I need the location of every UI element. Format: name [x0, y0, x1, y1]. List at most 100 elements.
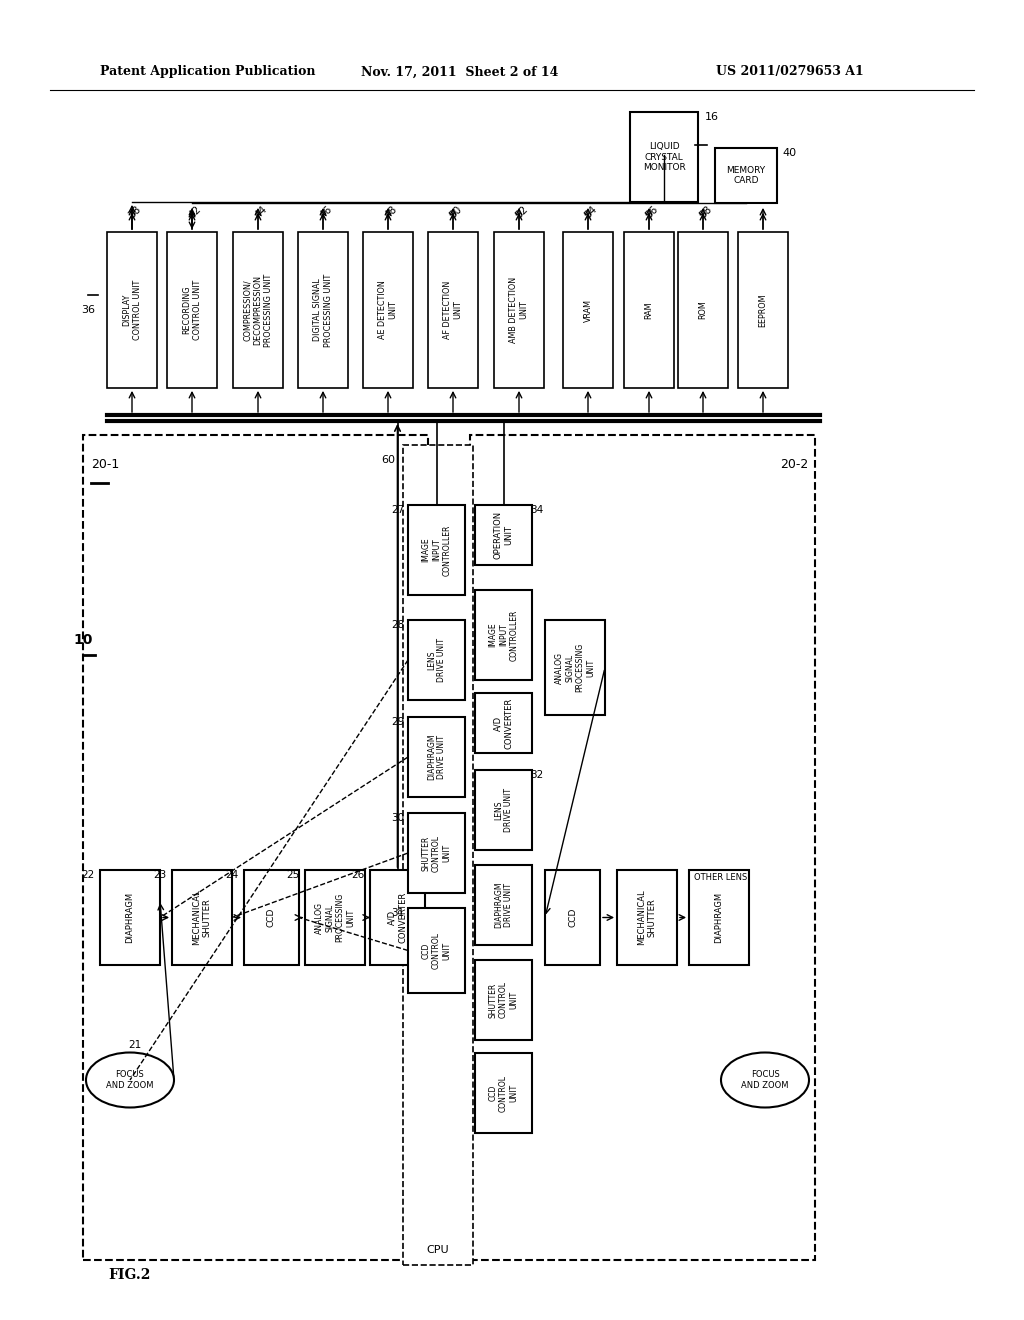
Text: RAM: RAM: [644, 301, 653, 318]
Bar: [233, 232, 283, 388]
Text: AMB DETECTION
UNIT: AMB DETECTION UNIT: [509, 277, 528, 343]
Text: 36: 36: [81, 305, 95, 315]
Text: 25: 25: [287, 870, 300, 880]
Text: 44: 44: [253, 203, 269, 220]
Text: 46: 46: [317, 203, 334, 220]
Bar: [475, 693, 532, 752]
Text: 22: 22: [81, 870, 94, 880]
Text: ANALOG
SIGNAL
PROCESSING
UNIT: ANALOG SIGNAL PROCESSING UNIT: [315, 892, 355, 942]
Text: SHUTTER
CONTROL
UNIT: SHUTTER CONTROL UNIT: [422, 834, 452, 871]
Text: CCD: CCD: [568, 908, 577, 927]
Bar: [738, 232, 788, 388]
Text: 60: 60: [381, 455, 395, 465]
Text: DIGITAL SIGNAL
PROCESSING UNIT: DIGITAL SIGNAL PROCESSING UNIT: [313, 273, 333, 347]
Bar: [470, 436, 815, 1261]
Text: DISPLAY
CONTROL UNIT: DISPLAY CONTROL UNIT: [122, 280, 141, 341]
Text: DIAPHRAGM
DRIVE UNIT: DIAPHRAGM DRIVE UNIT: [427, 734, 446, 780]
Text: 20-2: 20-2: [780, 458, 808, 471]
Text: 10: 10: [74, 634, 93, 647]
Bar: [244, 870, 299, 965]
Bar: [106, 232, 157, 388]
Text: 21: 21: [128, 1040, 141, 1049]
Text: 31: 31: [391, 908, 404, 917]
Text: 28: 28: [391, 620, 404, 630]
Text: IMAGE
INPUT
CONTROLLER: IMAGE INPUT CONTROLLER: [422, 524, 452, 576]
Bar: [408, 620, 465, 700]
Bar: [100, 870, 160, 965]
Text: 38: 38: [127, 203, 143, 220]
Text: MECHANICAL
SHUTTER: MECHANICAL SHUTTER: [193, 890, 212, 945]
Text: 40: 40: [782, 148, 796, 158]
Text: SHUTTER
CONTROL
UNIT: SHUTTER CONTROL UNIT: [488, 982, 518, 1019]
Text: 20-1: 20-1: [91, 458, 119, 471]
Text: 48: 48: [383, 203, 399, 220]
Bar: [305, 870, 365, 965]
Bar: [408, 908, 465, 993]
Text: 56: 56: [644, 203, 660, 220]
Bar: [494, 232, 544, 388]
Bar: [563, 232, 613, 388]
Bar: [362, 232, 413, 388]
Bar: [475, 960, 532, 1040]
Bar: [624, 232, 674, 388]
Text: FOCUS
AND ZOOM: FOCUS AND ZOOM: [741, 1071, 788, 1090]
Bar: [428, 232, 478, 388]
Text: 50: 50: [447, 203, 464, 220]
Text: RECORDING
CONTROL UNIT: RECORDING CONTROL UNIT: [182, 280, 202, 341]
Text: LIQUID
CRYSTAL
MONITOR: LIQUID CRYSTAL MONITOR: [643, 143, 685, 172]
Bar: [475, 865, 532, 945]
Bar: [172, 870, 232, 965]
Text: MEMORY
CARD: MEMORY CARD: [726, 166, 766, 185]
Text: DIAPHRAGM
DRIVE UNIT: DIAPHRAGM DRIVE UNIT: [494, 882, 513, 928]
Bar: [475, 770, 532, 850]
Bar: [715, 148, 777, 203]
Bar: [408, 506, 465, 595]
Text: CCD: CCD: [267, 908, 276, 927]
Bar: [545, 870, 600, 965]
Text: 24: 24: [225, 870, 239, 880]
Text: 23: 23: [154, 870, 167, 880]
Text: 16: 16: [705, 112, 719, 121]
Bar: [408, 717, 465, 797]
Text: LENS
DRIVE UNIT: LENS DRIVE UNIT: [427, 638, 446, 682]
Ellipse shape: [721, 1052, 809, 1107]
Text: CPU: CPU: [427, 1245, 450, 1255]
Text: FOCUS
AND ZOOM: FOCUS AND ZOOM: [106, 1071, 154, 1090]
Text: A/D
CONVERTER: A/D CONVERTER: [494, 697, 513, 748]
Bar: [617, 870, 677, 965]
Text: AE DETECTION
UNIT: AE DETECTION UNIT: [378, 281, 397, 339]
Text: VRAM: VRAM: [584, 298, 593, 322]
Text: 58: 58: [697, 203, 714, 220]
Bar: [689, 870, 749, 965]
Bar: [408, 813, 465, 894]
Text: 42: 42: [186, 203, 203, 220]
Bar: [83, 436, 428, 1261]
Text: CCD
CONTROL
UNIT: CCD CONTROL UNIT: [422, 932, 452, 969]
Text: Nov. 17, 2011  Sheet 2 of 14: Nov. 17, 2011 Sheet 2 of 14: [361, 66, 559, 78]
Bar: [475, 1053, 532, 1133]
Text: IMAGE
INPUT
CONTROLLER: IMAGE INPUT CONTROLLER: [488, 610, 518, 661]
Bar: [298, 232, 348, 388]
Bar: [370, 870, 425, 965]
Bar: [475, 590, 532, 680]
Text: LENS
DRIVE UNIT: LENS DRIVE UNIT: [494, 788, 513, 832]
Text: FIG.2: FIG.2: [108, 1269, 151, 1282]
Text: 34: 34: [530, 506, 544, 515]
Text: DIAPHRAGM: DIAPHRAGM: [715, 892, 724, 942]
Text: 54: 54: [583, 203, 599, 220]
Text: A/D
CONVERTER: A/D CONVERTER: [388, 892, 408, 942]
Text: ANALOG
SIGNAL
PROCESSING
UNIT: ANALOG SIGNAL PROCESSING UNIT: [555, 643, 595, 692]
Text: 26: 26: [351, 870, 365, 880]
Bar: [475, 506, 532, 565]
Bar: [678, 232, 728, 388]
Text: Patent Application Publication: Patent Application Publication: [100, 66, 315, 78]
Text: 52: 52: [514, 203, 530, 220]
Bar: [545, 620, 605, 715]
Text: ROM: ROM: [698, 301, 708, 319]
Ellipse shape: [86, 1052, 174, 1107]
Text: US 2011/0279653 A1: US 2011/0279653 A1: [716, 66, 864, 78]
Text: DIAPHRAGM: DIAPHRAGM: [126, 892, 134, 942]
Text: 32: 32: [530, 770, 544, 780]
Text: 27: 27: [391, 506, 404, 515]
Text: COMPRESSION/
DECOMPRESSION
PROCESSING UNIT: COMPRESSION/ DECOMPRESSION PROCESSING UN…: [243, 273, 273, 347]
